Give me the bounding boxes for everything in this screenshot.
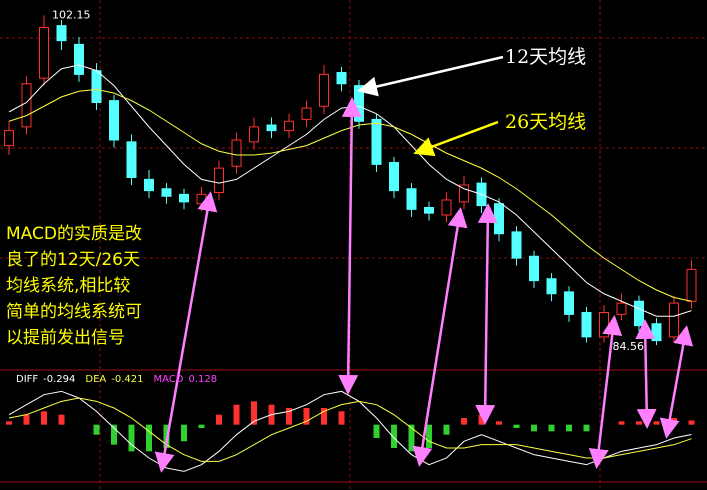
candle-body — [179, 193, 189, 203]
candle-body — [231, 139, 242, 167]
legend-value: -0.294 — [43, 374, 75, 385]
annotation-26: 26天均线 — [505, 111, 586, 133]
note-line: 良了的12天/26天 — [6, 250, 140, 270]
legend-name: DEA — [85, 374, 106, 385]
legend-value: 0.128 — [189, 374, 218, 385]
candle-body — [161, 188, 172, 197]
candle-body — [511, 231, 522, 259]
candle-body — [301, 107, 312, 120]
candle-body — [284, 120, 294, 132]
candle-body — [266, 124, 277, 132]
candle-body — [74, 43, 84, 75]
candle-body — [56, 25, 67, 42]
candle-body — [144, 178, 154, 192]
candle-body — [389, 162, 399, 192]
candle-body — [91, 70, 102, 103]
candle-body — [39, 27, 49, 79]
note: MACD的实质是改良了的12天/26天均线系统,相比较简单的均线系统可以提前发出… — [6, 224, 142, 348]
legend-value: -0.421 — [111, 374, 143, 385]
candle-body — [249, 126, 259, 143]
candle-body — [336, 72, 347, 85]
candle-body — [634, 300, 644, 327]
candle-body — [319, 73, 329, 107]
annotation-arrows — [154, 55, 694, 473]
candle-body — [669, 302, 679, 338]
candle-body — [686, 268, 697, 302]
note-line: 均线系统,相比较 — [6, 276, 130, 296]
candle-body — [581, 312, 592, 338]
legend-name: DIFF — [16, 374, 38, 385]
candle-body — [214, 167, 224, 193]
low-label: 84.56 — [613, 340, 645, 353]
note-line: 以提前发出信号 — [6, 328, 125, 348]
macd-line — [8, 390, 692, 472]
candle-body — [441, 199, 452, 216]
candle-body — [406, 188, 417, 210]
candle-body — [424, 207, 434, 214]
macd-line — [8, 397, 692, 462]
candle-body — [494, 203, 504, 235]
candle-body — [616, 302, 627, 315]
candle-body — [196, 193, 207, 205]
candle-body — [21, 83, 32, 128]
candle-body — [371, 118, 382, 165]
candle-body — [354, 85, 364, 122]
high-label: 102.15 — [52, 8, 91, 21]
note-line: 简单的均线系统可 — [6, 302, 142, 322]
note-line: MACD的实质是改 — [6, 224, 142, 244]
annotation-12: 12天均线 — [505, 46, 586, 68]
candle-body — [109, 100, 119, 141]
legend-name: MACD — [154, 374, 184, 385]
candle-body — [651, 323, 662, 342]
macd-legend: DIFF -0.294 DEA -0.421 MACD 0.128 — [16, 374, 217, 385]
candle-body — [529, 255, 539, 282]
candle-body — [4, 130, 14, 147]
candle-body — [546, 278, 557, 295]
candle-body — [599, 312, 609, 338]
candle-body — [126, 141, 137, 178]
candle-body — [564, 291, 574, 315]
candle-body — [459, 184, 469, 203]
